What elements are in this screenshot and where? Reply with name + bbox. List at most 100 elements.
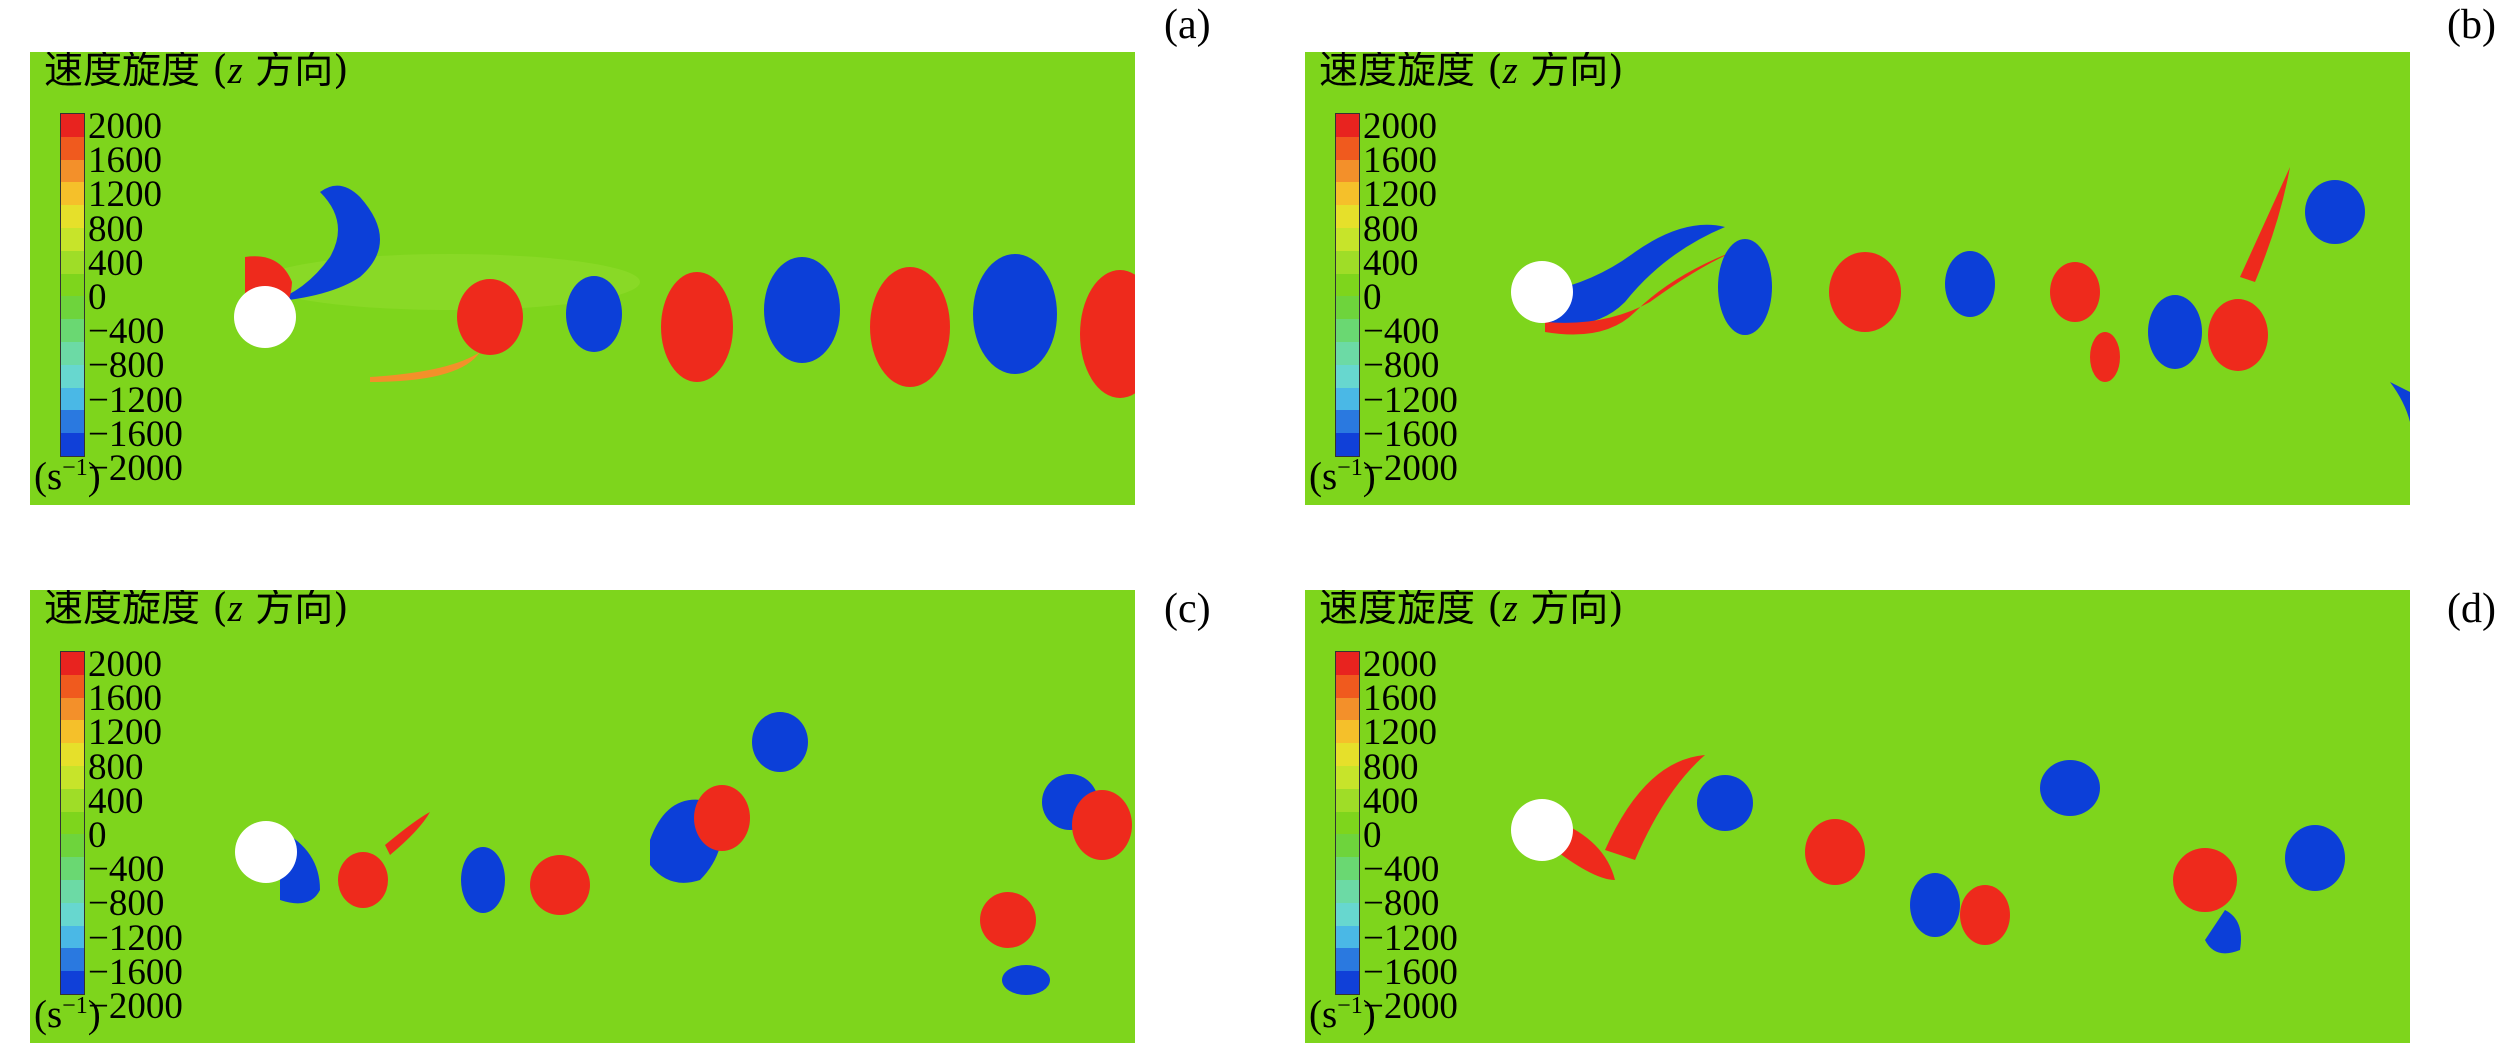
colorbar-segment [1336, 788, 1359, 812]
colorbar-segment [61, 925, 84, 949]
colorbar-tick-label: 400 [1363, 780, 1419, 822]
colorbar-segment [1336, 674, 1359, 698]
colorbar-segment [61, 410, 84, 434]
colorbar-tick-label: 0 [1363, 815, 1382, 856]
colorbar-tick-label: 2000 [88, 106, 162, 147]
vorticity-panel-b: 速度旋度 (z 方向) 2000 1600 1200 800 400 0 −400 −800−… [1305, 52, 2410, 505]
flow-background [30, 590, 1135, 1043]
colorbar-segment [1336, 902, 1359, 926]
vorticity-panel-a: 速度旋度 (z 方向) 2000 1600 1200 800 400 0 −400 −800−… [30, 52, 1135, 505]
colorbar-segment [61, 811, 84, 835]
colorbar-segment [1336, 296, 1359, 320]
cylinder [1511, 261, 1573, 323]
panel-label-b: (b) [2447, 2, 2496, 48]
colorbar-segment [61, 720, 84, 744]
vortex-negative [1910, 873, 1960, 937]
colorbar-tick-label: 1600 [88, 140, 162, 182]
vortex-negative [566, 276, 622, 352]
colorbar-tick-label: 1600 [1363, 678, 1437, 720]
colorbar-tick-label: −1600 [88, 951, 183, 993]
colorbar-segment [1336, 857, 1359, 880]
vortex-negative [2040, 760, 2100, 816]
colorbar-segment [1336, 879, 1359, 903]
colorbar-unit: (s−1) [1309, 455, 1376, 498]
colorbar-segment [61, 159, 84, 183]
colorbar-unit: (s−1) [1309, 993, 1376, 1036]
colorbar-tick-label: −1600 [88, 413, 183, 455]
colorbar-segment [61, 857, 84, 880]
panel-label-d: (d) [2447, 586, 2496, 632]
colorbar-segment [1336, 410, 1359, 434]
colorbar-segment [61, 273, 84, 297]
vortex-negative [2305, 180, 2365, 244]
vortex-negative [764, 257, 840, 363]
vortex-positive [870, 267, 950, 387]
colorbar [1335, 651, 1360, 995]
colorbar-segment [1336, 652, 1359, 675]
colorbar-ticks: 2000 1600 1200 800 400 0 −400 −800 −1200 −1600 −20… [88, 108, 268, 487]
colorbar-title: 速度旋度 (z 方向) [1319, 590, 1624, 631]
vortex-positive [338, 852, 388, 908]
colorbar-title: 速度旋度 (z 方向) [44, 590, 349, 631]
colorbar-segment [61, 433, 84, 456]
vortex-positive [661, 272, 733, 382]
colorbar-tick-label: 400 [88, 780, 144, 822]
vortex-negative [2285, 825, 2345, 891]
colorbar-segment [1336, 136, 1359, 160]
colorbar-segment [1336, 697, 1359, 721]
colorbar-tick-label: 800 [88, 746, 144, 788]
vortex-positive [457, 279, 523, 355]
colorbar-segment [61, 182, 84, 206]
flow-background [30, 52, 1135, 505]
colorbar-tick-label: 2000 [1363, 644, 1437, 685]
colorbar-tick-label: 1600 [88, 678, 162, 720]
colorbar-tick-label: −400 [88, 311, 165, 353]
colorbar-tick-label: 400 [88, 242, 144, 284]
colorbar-ticks: 2000 1600 1200 800 400 0 −400 −800 −1200 −1600 −20… [1363, 108, 1543, 487]
colorbar-unit: (s−1) [34, 455, 101, 498]
colorbar-tick-label: 800 [1363, 208, 1419, 250]
colorbar-segment [1336, 811, 1359, 835]
colorbar-segment [61, 834, 84, 858]
colorbar-segment [61, 697, 84, 721]
vortex-positive [2050, 262, 2100, 322]
vorticity-panel-c: 速度旋度 (z 方向) 2000 1600 1200 800 400 0 −400 −800−… [30, 590, 1135, 1043]
colorbar-tick-label: 800 [1363, 746, 1419, 788]
vortex-positive [1805, 819, 1865, 885]
colorbar-segment [1336, 971, 1359, 994]
cylinder [1511, 799, 1573, 861]
colorbar-segment [1336, 720, 1359, 744]
colorbar-segment [61, 902, 84, 926]
vortex-negative [1718, 239, 1772, 335]
colorbar-tick-label: −2000 [88, 986, 183, 1027]
vortex-positive [1072, 790, 1132, 860]
vortex-negative [752, 712, 808, 772]
colorbar-segment [1336, 834, 1359, 858]
colorbar-segment [1336, 114, 1359, 137]
vortex-negative [2205, 910, 2241, 954]
vortex-negative [2390, 382, 2410, 422]
colorbar-tick-label: 1200 [1363, 174, 1437, 216]
colorbar-tick-label: 1200 [88, 174, 162, 216]
colorbar-unit: (s−1) [34, 993, 101, 1036]
colorbar-tick-label: −1200 [88, 379, 183, 421]
vortex-positive [1080, 270, 1135, 398]
colorbar-tick-label: −400 [88, 849, 165, 891]
colorbar-segment [61, 114, 84, 137]
colorbar-segment [1336, 319, 1359, 342]
cylinder [235, 821, 297, 883]
colorbar-segment [61, 227, 84, 251]
vortex-positive [530, 855, 590, 915]
colorbar-segment [1336, 273, 1359, 297]
colorbar-segment [1336, 250, 1359, 274]
colorbar-tick-label: 800 [88, 208, 144, 250]
panel-label-a: (a) [1164, 2, 1211, 48]
vortex-positive [1545, 247, 1745, 335]
colorbar-segment [61, 765, 84, 789]
colorbar-tick-label: −800 [1363, 345, 1440, 387]
colorbar-tick-label: −800 [1363, 883, 1440, 925]
colorbar-segment [1336, 159, 1359, 183]
colorbar-ticks: 2000 1600 1200 800 400 0 −400 −800 −1200 −1600 −20… [1363, 646, 1543, 1025]
vortex-positive [1960, 885, 2010, 945]
vortex-positive [2173, 848, 2237, 912]
